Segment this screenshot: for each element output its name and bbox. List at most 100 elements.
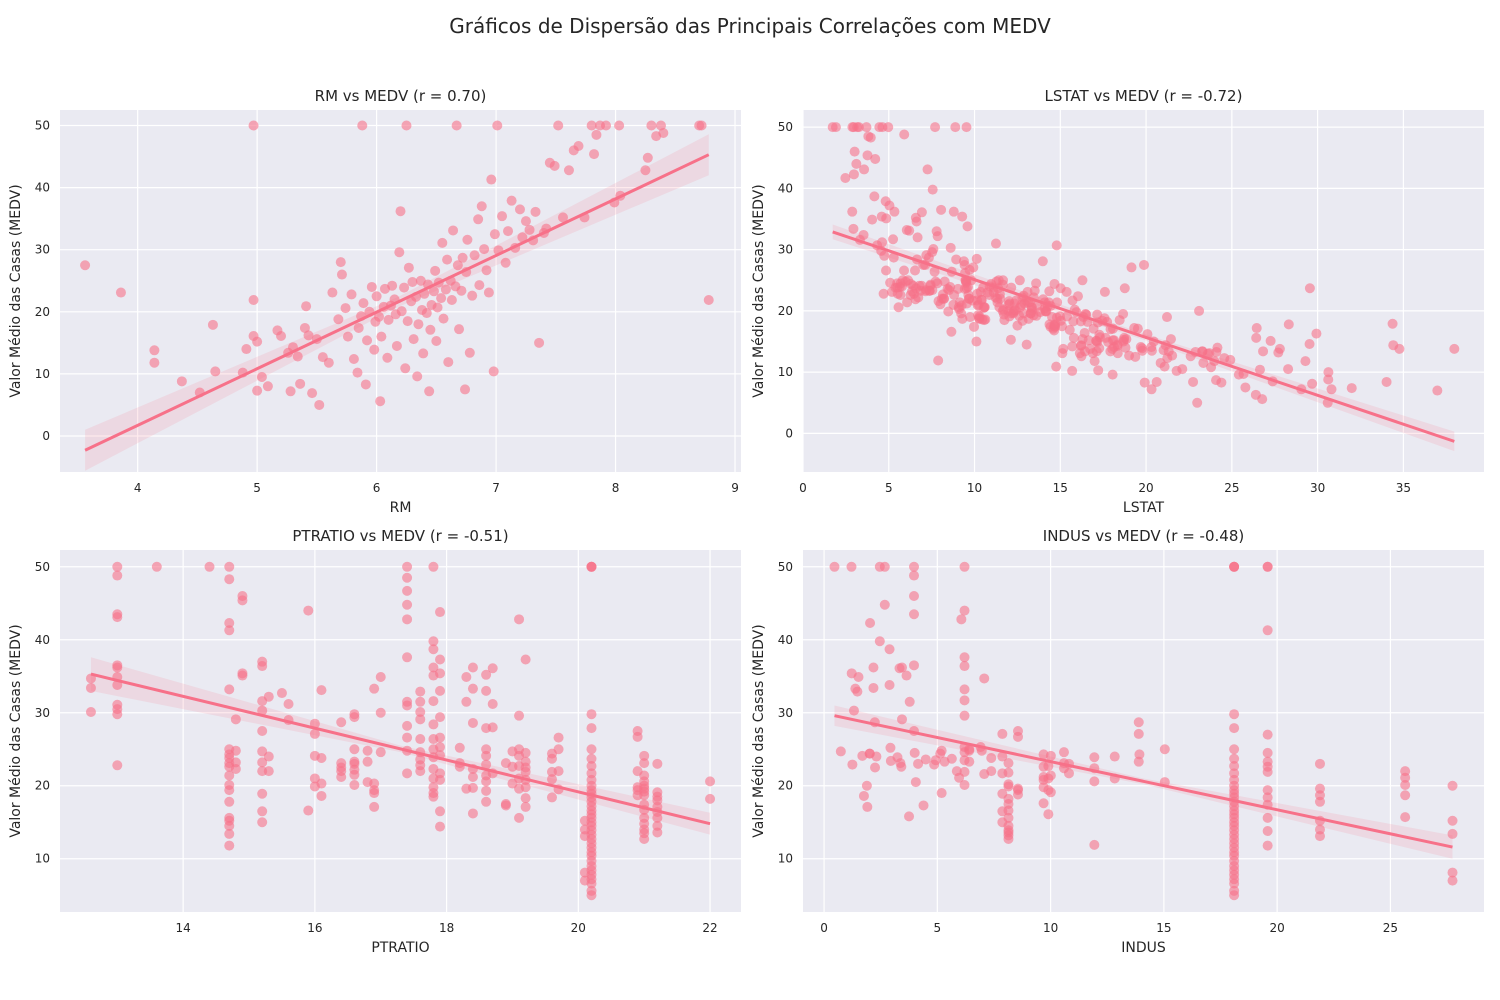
data-point: [257, 817, 268, 828]
data-point: [874, 636, 885, 647]
data-point: [503, 226, 514, 237]
data-point: [632, 731, 643, 742]
data-point: [546, 753, 557, 764]
data-point: [829, 561, 840, 572]
data-point: [204, 561, 215, 572]
data-point: [909, 561, 920, 572]
data-point: [971, 253, 982, 264]
x-tick-label: 25: [1224, 481, 1239, 495]
data-point: [467, 290, 478, 301]
data-point: [1003, 805, 1014, 816]
data-point: [403, 262, 414, 273]
data-point: [909, 747, 920, 758]
data-point: [369, 344, 380, 355]
data-point: [1304, 283, 1315, 294]
data-point: [383, 314, 394, 325]
data-point: [1045, 750, 1056, 761]
data-point: [1089, 839, 1100, 850]
data-point: [847, 759, 858, 770]
data-point: [85, 707, 96, 718]
data-point: [316, 778, 327, 789]
data-point: [473, 214, 484, 225]
data-point: [224, 574, 235, 585]
data-point: [520, 793, 531, 804]
data-point: [883, 122, 894, 133]
data-point: [375, 747, 386, 758]
x-axis-label: PTRATIO: [371, 940, 429, 956]
y-axis-label: Valor Médio das Casas (MEDV): [751, 184, 767, 397]
data-point: [1107, 369, 1118, 380]
x-tick-label: 0: [820, 921, 828, 935]
data-point: [639, 834, 650, 845]
data-point: [469, 250, 480, 261]
data-point: [1262, 812, 1273, 823]
data-point: [497, 211, 508, 222]
x-tick-label: 8: [612, 481, 620, 495]
data-point: [353, 322, 364, 333]
y-axis-label: Valor Médio das Casas (MEDV): [751, 624, 767, 837]
data-point: [524, 224, 535, 235]
data-point: [369, 683, 380, 694]
data-point: [936, 788, 947, 799]
data-point: [376, 331, 387, 342]
data-point: [546, 774, 557, 785]
data-point: [858, 229, 869, 240]
data-point: [481, 265, 492, 276]
x-tick-label: 9: [731, 481, 739, 495]
data-point: [639, 758, 650, 769]
data-point: [848, 169, 859, 180]
data-point: [881, 265, 892, 276]
y-tick-label: 50: [778, 120, 793, 134]
data-point: [909, 590, 920, 601]
data-point: [1262, 747, 1273, 758]
data-point: [362, 756, 373, 767]
data-point: [936, 204, 947, 215]
data-point: [639, 750, 650, 761]
data-point: [256, 371, 267, 382]
data-point: [922, 164, 933, 175]
data-point: [438, 313, 449, 324]
data-point: [415, 734, 426, 745]
data-point: [402, 572, 413, 583]
data-point: [1058, 747, 1069, 758]
data-point: [884, 680, 895, 691]
data-point: [859, 164, 870, 175]
data-point: [1137, 345, 1148, 356]
data-point: [1447, 780, 1458, 791]
data-point: [913, 758, 924, 769]
data-point: [909, 570, 920, 581]
data-point: [1229, 761, 1240, 772]
data-point: [424, 386, 435, 397]
data-point: [1447, 815, 1458, 826]
data-point: [1188, 376, 1199, 387]
y-tick-label: 40: [35, 181, 50, 195]
data-points: [85, 561, 716, 901]
data-point: [1283, 319, 1294, 330]
data-point: [342, 331, 353, 342]
data-point: [1051, 361, 1062, 372]
data-point: [257, 757, 268, 768]
data-point: [224, 840, 235, 851]
data-point: [487, 722, 498, 733]
data-point: [1314, 758, 1325, 769]
data-point: [867, 214, 878, 225]
data-point: [435, 712, 446, 723]
data-point: [467, 662, 478, 673]
data-point: [945, 242, 956, 253]
data-point: [500, 800, 511, 811]
data-point: [237, 670, 248, 681]
data-point: [1447, 875, 1458, 886]
data-point: [224, 796, 235, 807]
data-point: [1449, 343, 1460, 354]
y-axis-label: Valor Médio das Casas (MEDV): [8, 624, 24, 837]
data-point: [1067, 365, 1078, 376]
panel-title: RM vs MEDV (r = 0.70): [315, 87, 487, 105]
figure-title: Gráficos de Dispersão das Principais Cor…: [449, 14, 1051, 38]
y-tick-label: 20: [35, 305, 50, 319]
data-point: [959, 561, 970, 572]
x-axis-label: INDUS: [1121, 940, 1166, 956]
data-point: [885, 742, 896, 753]
data-point: [1194, 305, 1205, 316]
data-point: [939, 293, 950, 304]
